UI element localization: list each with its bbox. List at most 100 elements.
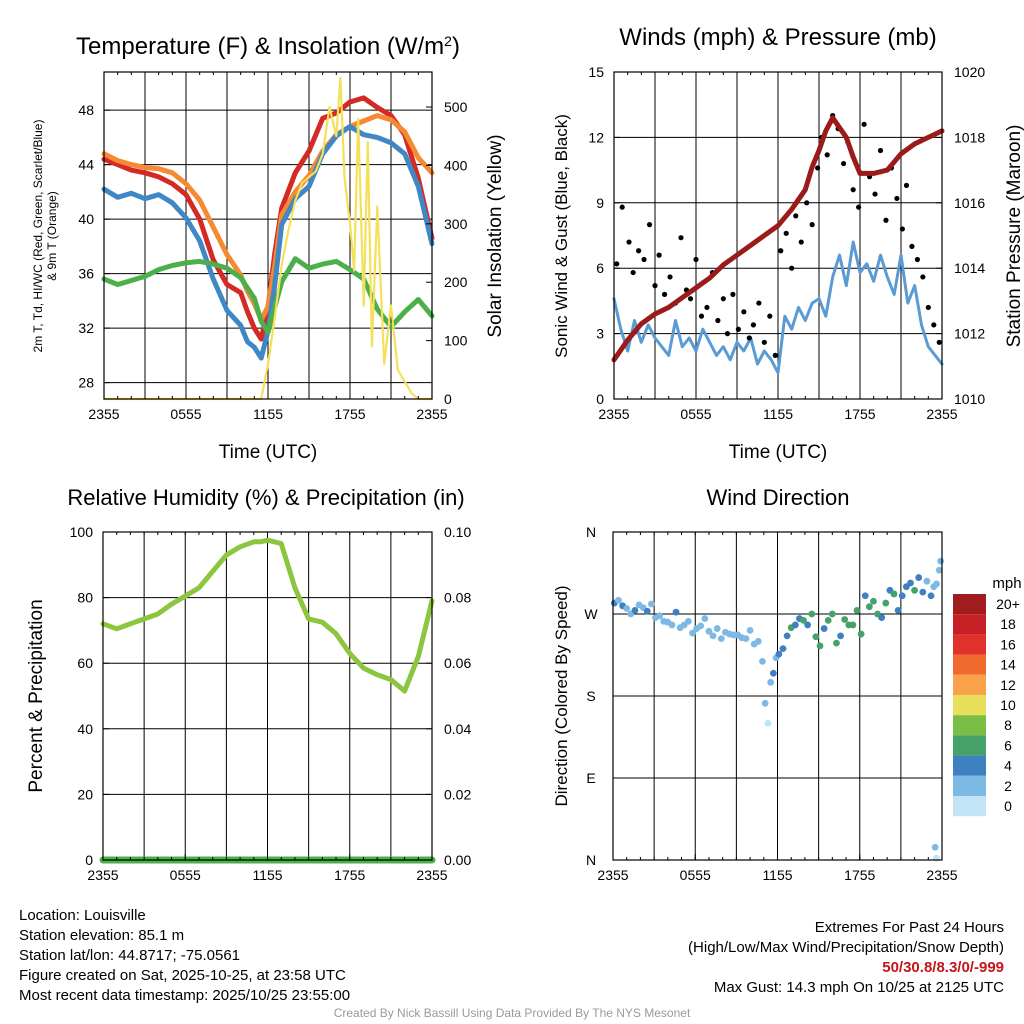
extremes-subtitle: (High/Low/Max Wind/Precipitation/Snow De… (688, 939, 1004, 956)
y-tick-label: 36 (78, 266, 94, 282)
direction-point (812, 633, 820, 641)
max-gust: Max Gust: 14.3 mph On 10/25 at 2125 UTC (713, 979, 1004, 996)
y2-tick-label: 1014 (954, 260, 985, 276)
legend-label: 18 (1000, 616, 1016, 632)
y-tick-label: 15 (588, 64, 604, 80)
gust-point (925, 304, 931, 311)
direction-point (672, 608, 680, 616)
direction-point (937, 557, 945, 565)
winds-grid (614, 72, 942, 399)
gust-point (720, 296, 726, 302)
winds-title: Winds (mph) & Pressure (mb) (619, 24, 936, 51)
gust-point (687, 296, 694, 302)
direction-point (689, 629, 696, 637)
direction-point (783, 632, 791, 640)
legend-swatch (953, 715, 986, 736)
gust-point (931, 322, 937, 328)
x-tick-label: 2355 (926, 406, 957, 422)
direction-x-ticks: 2355 0555 1155 1755 2355 (597, 532, 958, 883)
gust-point (614, 261, 620, 267)
x-tick-label: 1755 (334, 867, 365, 883)
y2-tick-label: 0 (444, 391, 452, 407)
direction-point (804, 621, 812, 629)
legend-label: 4 (1004, 758, 1012, 774)
humidity-panel: Relative Humidity (%) & Precipitation (i… (26, 485, 471, 883)
direction-point (746, 627, 754, 634)
gust-point (783, 230, 789, 236)
legend-label: 6 (1004, 737, 1012, 753)
y-tick-label: 44 (78, 157, 94, 173)
gust-point (667, 274, 673, 280)
y2-tick-label: 0.06 (444, 655, 471, 671)
y-tick-label: 48 (78, 102, 94, 118)
gust-point (756, 300, 762, 306)
y2-tick-label: 1012 (954, 326, 985, 342)
figure-created: Figure created on Sat, 2025-10-25, at 23… (19, 967, 346, 984)
y2-tick-label: 0.00 (444, 852, 471, 868)
x-tick-label: 2355 (416, 867, 447, 883)
direction-point (705, 627, 713, 635)
gust-point (841, 160, 847, 167)
direction-point (931, 843, 939, 851)
extremes-title: Extremes For Past 24 Hours (814, 919, 1004, 936)
temperature-y2-ticks: 0 100 200 300 400 500 (426, 99, 468, 407)
direction-point (615, 596, 622, 604)
direction-point (791, 621, 799, 629)
gust-point (746, 335, 752, 341)
legend-label: 20+ (996, 596, 1020, 612)
humidity-title: Relative Humidity (%) & Precipitation (i… (67, 485, 464, 510)
y-tick-label: N (586, 524, 596, 540)
direction-point (631, 606, 639, 614)
direction-point (761, 699, 769, 707)
direction-point (853, 606, 861, 614)
legend-label: 0 (1004, 798, 1012, 814)
temperature-y-label-line2: & 9m T (Orange) (45, 191, 59, 281)
x-tick-label: 0555 (680, 406, 711, 422)
x-tick-label: 0555 (680, 867, 711, 883)
gust-point (750, 322, 757, 328)
y-tick-label: S (586, 688, 595, 704)
station-pressure-line (611, 115, 945, 363)
gust-point (778, 248, 784, 254)
x-tick-label: 1755 (844, 406, 875, 422)
gust-point (619, 204, 625, 210)
gust-point (877, 147, 884, 154)
direction-point (808, 610, 816, 618)
winds-y2-ticks: 1010 1012 1014 1016 1018 1020 (936, 64, 985, 407)
winds-panel: Winds (mph) & Pressure (mb) 0 3 6 9 12 15 101… (552, 24, 1024, 463)
gust-point (698, 313, 705, 319)
direction-point (816, 642, 824, 650)
gust-point (626, 239, 632, 245)
direction-point (697, 622, 705, 630)
gust-point (772, 352, 778, 358)
gust-point (636, 248, 642, 254)
humidity-x-ticks: 2355 0555 1155 1755 2355 (87, 532, 448, 883)
direction-point (857, 630, 865, 638)
direction-point (849, 621, 857, 629)
winds-x-ticks: 2355 0555 1155 1755 2355 (598, 72, 958, 422)
direction-point (935, 566, 943, 574)
gust-point (883, 217, 889, 223)
winds-series (611, 113, 945, 375)
legend-swatch (953, 735, 986, 756)
direction-point (828, 610, 836, 618)
direction-point (684, 617, 692, 625)
sonic-wind-line (612, 240, 944, 375)
direction-point (647, 600, 655, 608)
temperature-series (101, 76, 435, 401)
x-tick-label: 0555 (170, 406, 201, 422)
gust-point (793, 213, 799, 219)
gust-point (809, 222, 815, 228)
direction-point (769, 669, 777, 677)
direction-point (878, 614, 886, 622)
y-tick-label: 100 (70, 524, 94, 540)
y-tick-label: N (586, 852, 596, 868)
hi-wc-line (101, 124, 435, 361)
gust-point (914, 256, 921, 263)
y-tick-label: 6 (596, 260, 604, 276)
y-tick-label: 40 (77, 721, 93, 737)
station-latlon: Station lat/lon: 44.8717; -75.0561 (19, 947, 241, 964)
y2-tick-label: 0.04 (444, 721, 471, 737)
direction-point (824, 616, 832, 624)
